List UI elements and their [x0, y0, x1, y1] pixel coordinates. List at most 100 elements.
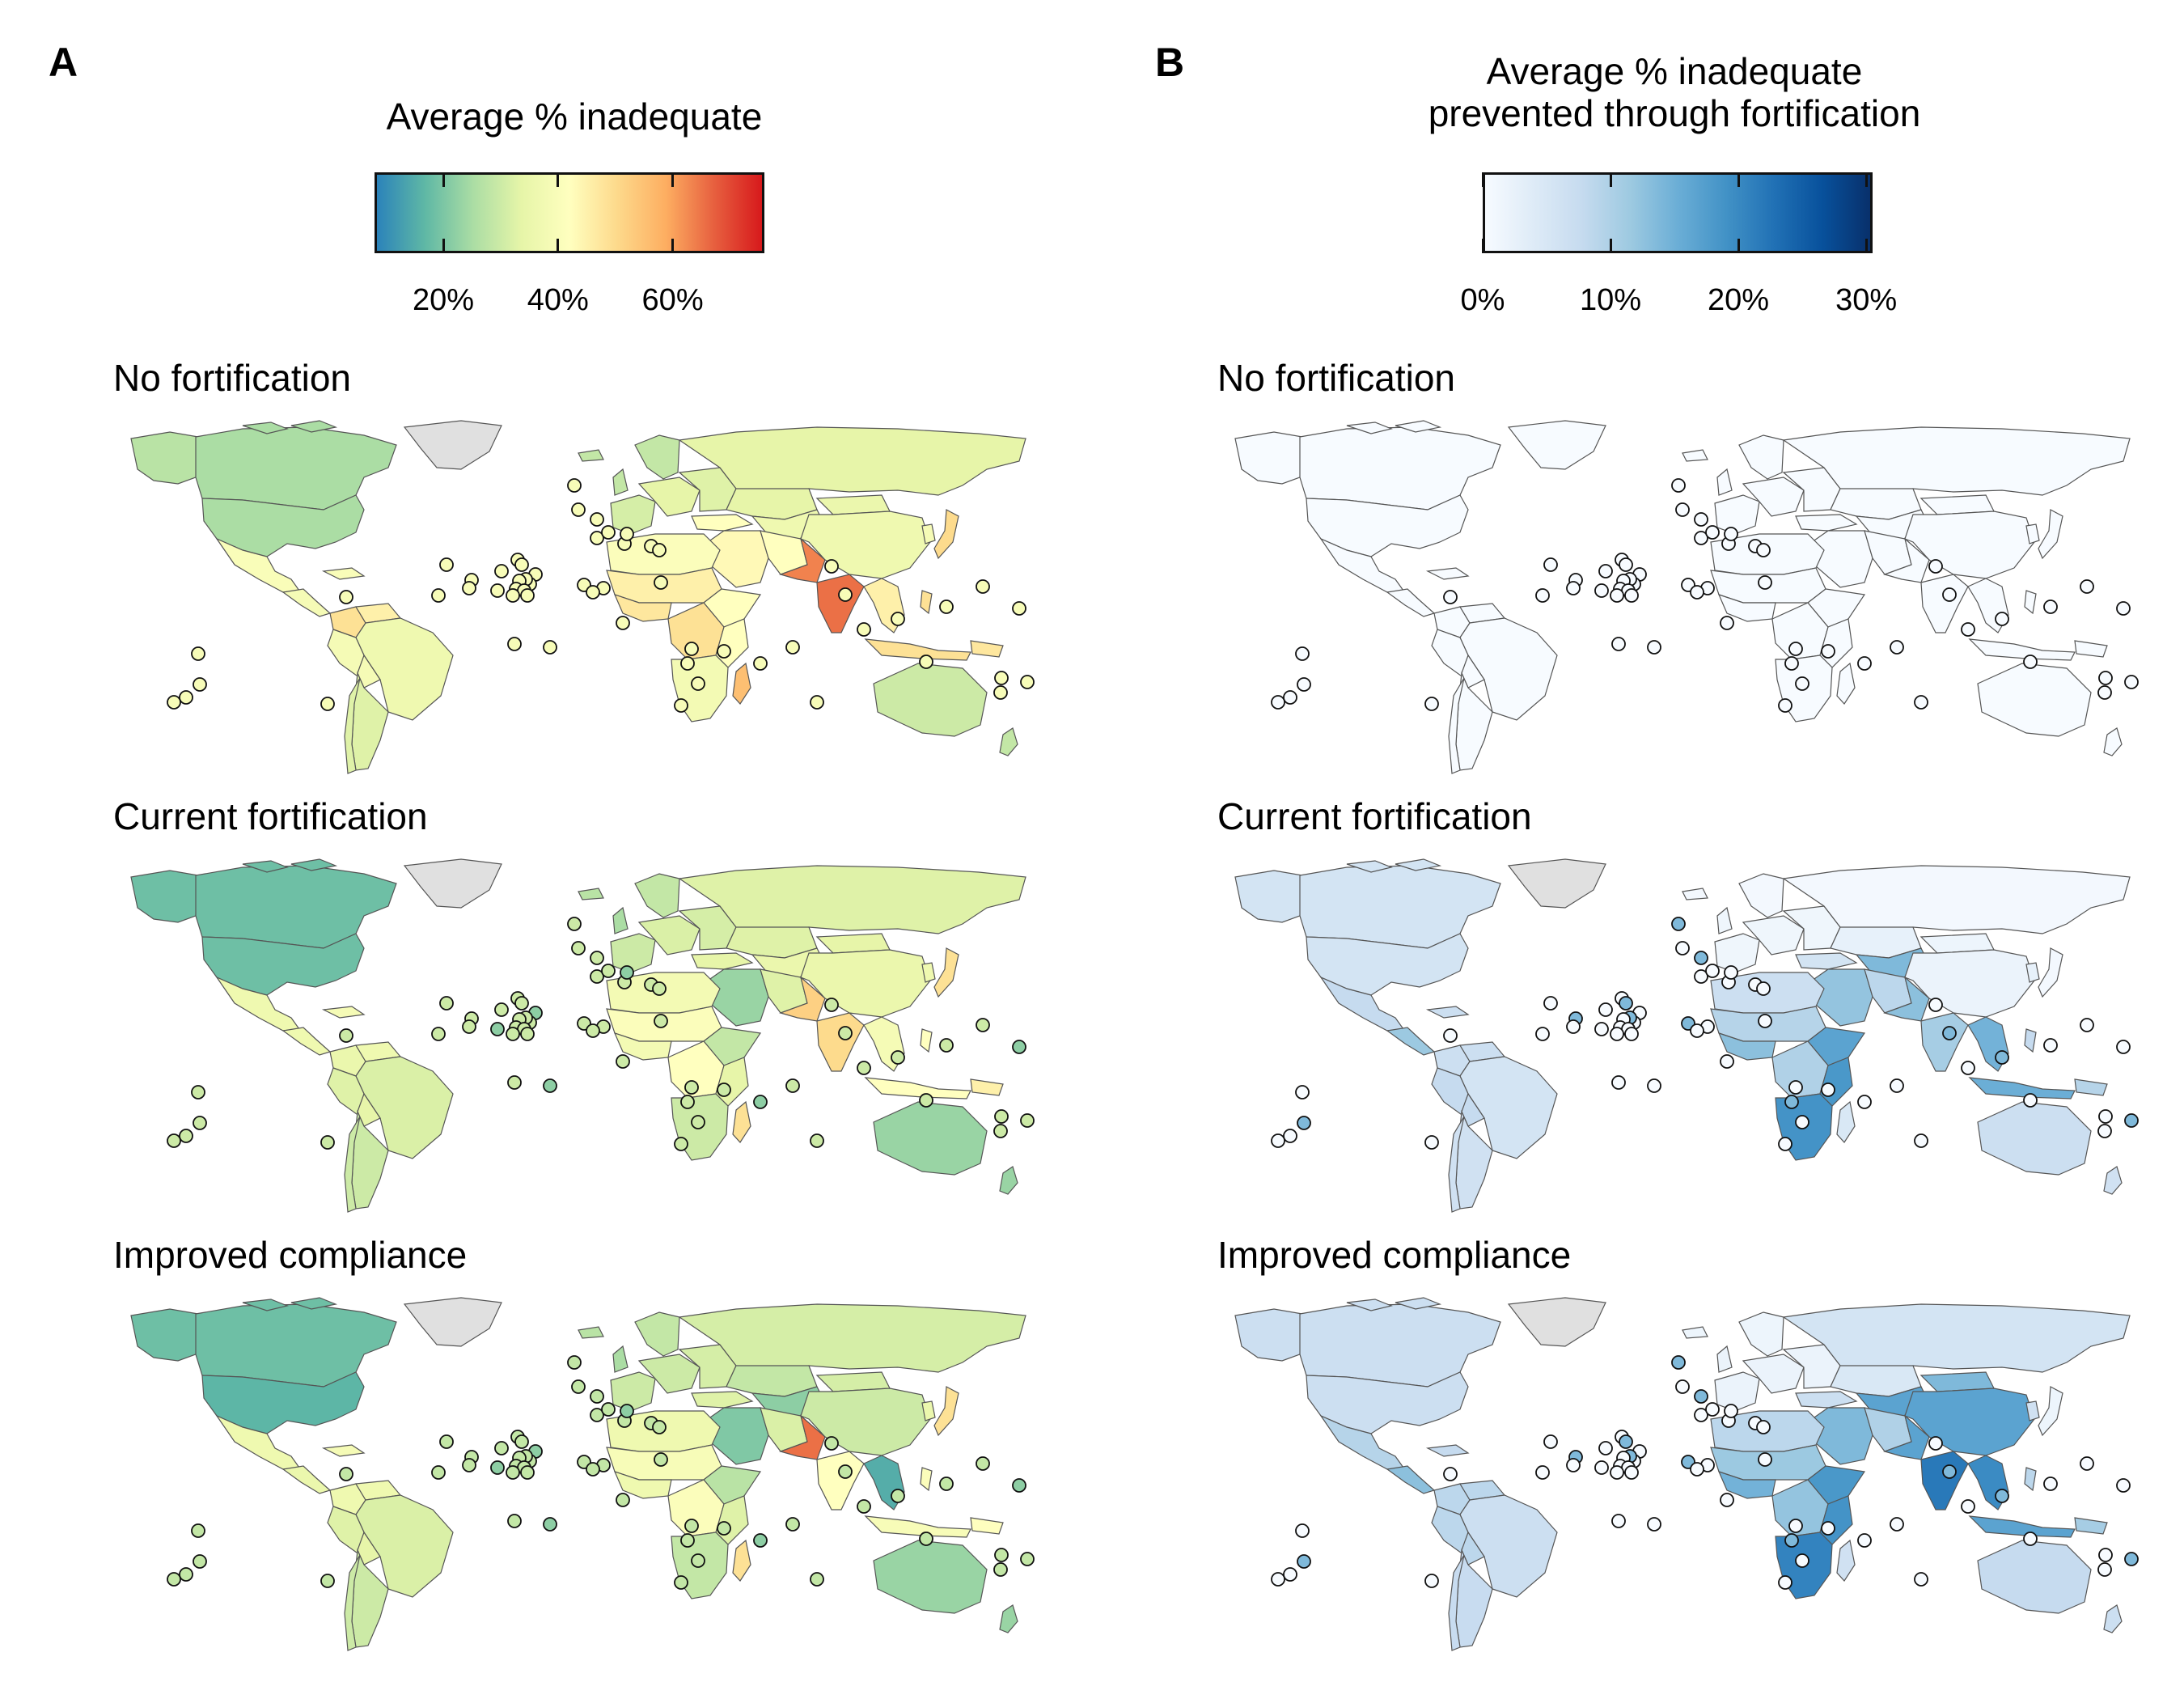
small-country-marker	[490, 1022, 505, 1036]
small-country-marker	[994, 1548, 1009, 1562]
legend-tick-mark	[1609, 239, 1612, 253]
small-country-marker	[462, 1458, 476, 1472]
country-region-uk	[1716, 468, 1733, 496]
small-country-marker	[1598, 1002, 1613, 1017]
small-country-marker	[654, 1014, 668, 1028]
country-region-canada	[1299, 1303, 1501, 1388]
small-country-marker	[891, 1489, 905, 1503]
small-country-marker	[616, 616, 630, 630]
small-country-marker	[620, 527, 634, 541]
small-country-marker	[1690, 1462, 1704, 1477]
small-country-marker	[994, 1109, 1009, 1124]
small-country-marker	[590, 969, 604, 984]
country-region-uk	[612, 1345, 629, 1373]
map-b1-title: No fortification	[1217, 357, 1456, 399]
country-region-australia	[1977, 663, 2092, 737]
small-country-marker	[431, 588, 446, 603]
small-country-marker	[939, 600, 954, 614]
small-country-marker	[1611, 637, 1626, 651]
legend-tick-mark	[1864, 172, 1868, 187]
country-region-arctic1	[242, 1299, 289, 1311]
country-region-scand	[1738, 873, 1784, 918]
small-country-marker	[1995, 1050, 2009, 1065]
country-region-chile	[1448, 677, 1465, 774]
legend-b-tick-label: 30%	[1835, 283, 1898, 317]
country-region-chile	[344, 1554, 361, 1651]
country-region-uk	[612, 468, 629, 496]
country-region-india	[1920, 574, 1969, 633]
small-country-marker	[1619, 557, 1633, 572]
small-country-marker	[1756, 1420, 1771, 1434]
small-country-marker	[857, 1499, 871, 1514]
panel-b-letter: B	[1155, 40, 1185, 85]
small-country-marker	[753, 1533, 768, 1548]
small-country-marker	[810, 695, 824, 710]
small-country-marker	[1610, 588, 1624, 603]
world-map-b-current-fortification	[1234, 858, 2139, 1213]
small-country-marker	[993, 1562, 1008, 1577]
small-country-marker	[1720, 1054, 1734, 1069]
country-region-alaska	[1234, 431, 1303, 485]
country-region-korea	[921, 1400, 936, 1421]
legend-tick-mark	[557, 172, 560, 187]
small-country-marker	[1675, 941, 1690, 955]
small-country-marker	[674, 698, 688, 713]
legend-tick-mark	[1609, 172, 1612, 187]
country-region-scand	[1738, 1311, 1784, 1357]
small-country-marker	[1297, 677, 1311, 692]
country-region-pakistan	[779, 537, 826, 583]
country-region-indonesia	[864, 638, 971, 661]
small-country-marker	[1724, 965, 1738, 980]
small-country-marker	[1705, 964, 1720, 978]
small-country-marker	[439, 996, 454, 1011]
country-region-japan	[933, 947, 959, 998]
country-region-png	[2074, 1078, 2108, 1096]
country-region-australia	[873, 1101, 988, 1176]
small-country-marker	[1821, 644, 1835, 659]
small-country-marker	[824, 559, 839, 574]
country-region-ceurope	[1742, 477, 1805, 517]
small-country-marker	[1443, 590, 1458, 604]
country-region-weurope	[610, 933, 656, 973]
legend-b-tick-label: 0%	[1460, 283, 1505, 317]
small-country-marker	[919, 655, 933, 669]
small-country-marker	[2098, 671, 2113, 685]
country-region-india	[1920, 1451, 1969, 1510]
small-country-marker	[785, 1078, 800, 1093]
small-country-marker	[1756, 543, 1771, 557]
small-country-marker	[1914, 695, 1928, 710]
panel-a-letter: A	[49, 40, 78, 85]
small-country-marker	[1961, 1061, 1975, 1075]
small-country-marker	[1619, 1434, 1633, 1449]
small-country-marker	[1012, 601, 1026, 616]
small-country-marker	[431, 1027, 446, 1041]
small-country-marker	[717, 1083, 731, 1097]
small-country-marker	[1914, 1572, 1928, 1587]
small-country-marker	[571, 941, 586, 955]
small-country-marker	[1443, 1028, 1458, 1043]
legend-b-tick-label: 10%	[1580, 283, 1642, 317]
country-region-iceland	[578, 888, 604, 900]
small-country-marker	[339, 1467, 353, 1481]
small-country-marker	[1671, 917, 1686, 931]
small-country-marker	[1543, 557, 1558, 572]
country-region-iceland	[1682, 449, 1708, 462]
small-country-marker	[2124, 1113, 2139, 1128]
small-country-marker	[1756, 981, 1771, 996]
country-region-alaska	[130, 1308, 199, 1362]
country-region-turkey	[691, 952, 754, 970]
small-country-marker	[2080, 1018, 2094, 1032]
small-country-marker	[193, 1554, 207, 1569]
country-region-ceurope	[1742, 915, 1805, 955]
small-country-marker	[684, 1080, 699, 1095]
small-country-marker	[2116, 601, 2131, 616]
small-country-marker	[620, 965, 634, 980]
small-country-marker	[431, 1465, 446, 1480]
small-country-marker	[2080, 1456, 2094, 1471]
country-region-turkey	[1795, 514, 1858, 532]
country-region-camerica	[281, 1027, 332, 1056]
country-region-philippines	[920, 1467, 933, 1492]
small-country-marker	[1928, 998, 1943, 1012]
country-region-greenland	[403, 420, 502, 470]
country-region-weurope	[1714, 933, 1760, 973]
